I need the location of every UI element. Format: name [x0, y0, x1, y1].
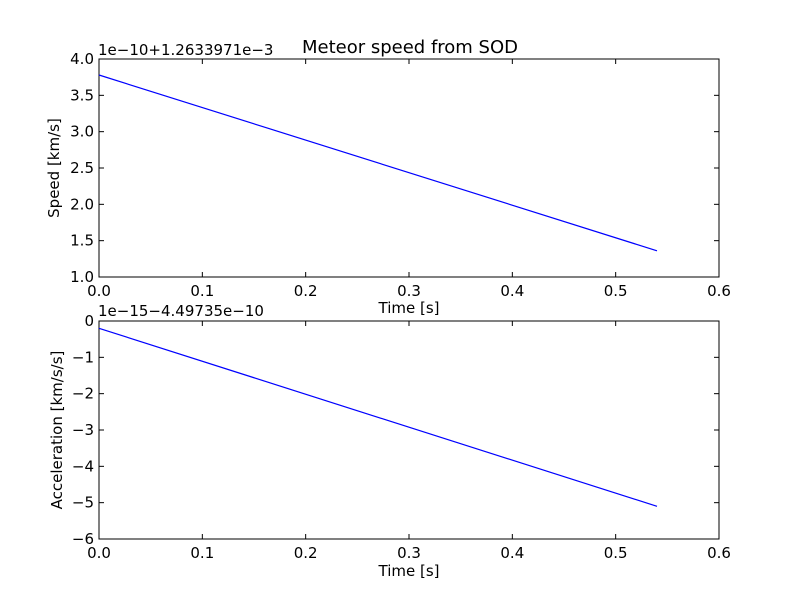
y-axis-label: Speed [km/s]: [45, 118, 63, 218]
x-tick-label: 0.0: [87, 544, 111, 562]
x-tick-label: 0.4: [500, 282, 524, 300]
x-axis-label: Time [s]: [378, 299, 440, 317]
y-ticks: 1.0 1.5 2.0 2.5 3.0 3.5 4.0: [70, 50, 719, 286]
y-tick-label: −3: [72, 421, 94, 439]
y-tick-label: 2.0: [70, 195, 94, 213]
offset-text: 1e−10+1.2633971e−3: [98, 41, 273, 59]
series-group: [98, 327, 658, 507]
y-tick-label: −5: [72, 494, 94, 512]
y-tick-label: 0: [84, 312, 94, 330]
x-tick-label: 0.3: [397, 544, 421, 562]
x-axis-label: Time [s]: [378, 562, 440, 580]
x-tick-label: 0.5: [604, 544, 628, 562]
x-ticks: 0.0 0.1 0.2 0.3 0.4 0.5 0.6: [87, 321, 731, 562]
series-line: [98, 74, 658, 252]
x-tick-label: 0.5: [604, 282, 628, 300]
x-ticks: 0.0 0.1 0.2 0.3 0.4 0.5 0.6: [87, 59, 731, 300]
y-tick-label: 1.5: [70, 232, 94, 250]
y-tick-label: −2: [72, 385, 94, 403]
y-tick-label: 2.5: [70, 159, 94, 177]
y-axis-label: Acceleration [km/s/s]: [48, 351, 66, 510]
offset-text: 1e−15−4.49735e−10: [98, 302, 264, 320]
x-tick-label: 0.1: [190, 282, 214, 300]
y-tick-label: −6: [72, 530, 94, 548]
x-tick-label: 0.2: [294, 544, 318, 562]
x-tick-label: 0.3: [397, 282, 421, 300]
y-tick-label: −4: [72, 457, 94, 475]
x-tick-label: 0.4: [500, 544, 524, 562]
x-tick-label: 0.2: [294, 282, 318, 300]
series-line: [98, 327, 658, 507]
speed-chart: Meteor speed from SOD 1e−10+1.2633971e−3…: [45, 37, 731, 317]
y-tick-label: 3.0: [70, 123, 94, 141]
x-tick-label: 0.0: [87, 282, 111, 300]
y-tick-label: 1.0: [70, 268, 94, 286]
acceleration-chart: 1e−15−4.49735e−10 0.0 0.1 0.2 0.3 0.4 0.5 0.6 …: [48, 302, 731, 580]
y-tick-label: −1: [72, 348, 94, 366]
y-ticks: −6 −5 −4 −3 −2 −1 0: [72, 312, 719, 548]
chart-title: Meteor speed from SOD: [302, 37, 518, 58]
x-tick-label: 0.1: [190, 544, 214, 562]
y-tick-label: 3.5: [70, 86, 94, 104]
y-tick-label: 4.0: [70, 50, 94, 68]
x-tick-label: 0.6: [707, 544, 731, 562]
x-tick-label: 0.6: [707, 282, 731, 300]
series-group: [98, 74, 658, 252]
